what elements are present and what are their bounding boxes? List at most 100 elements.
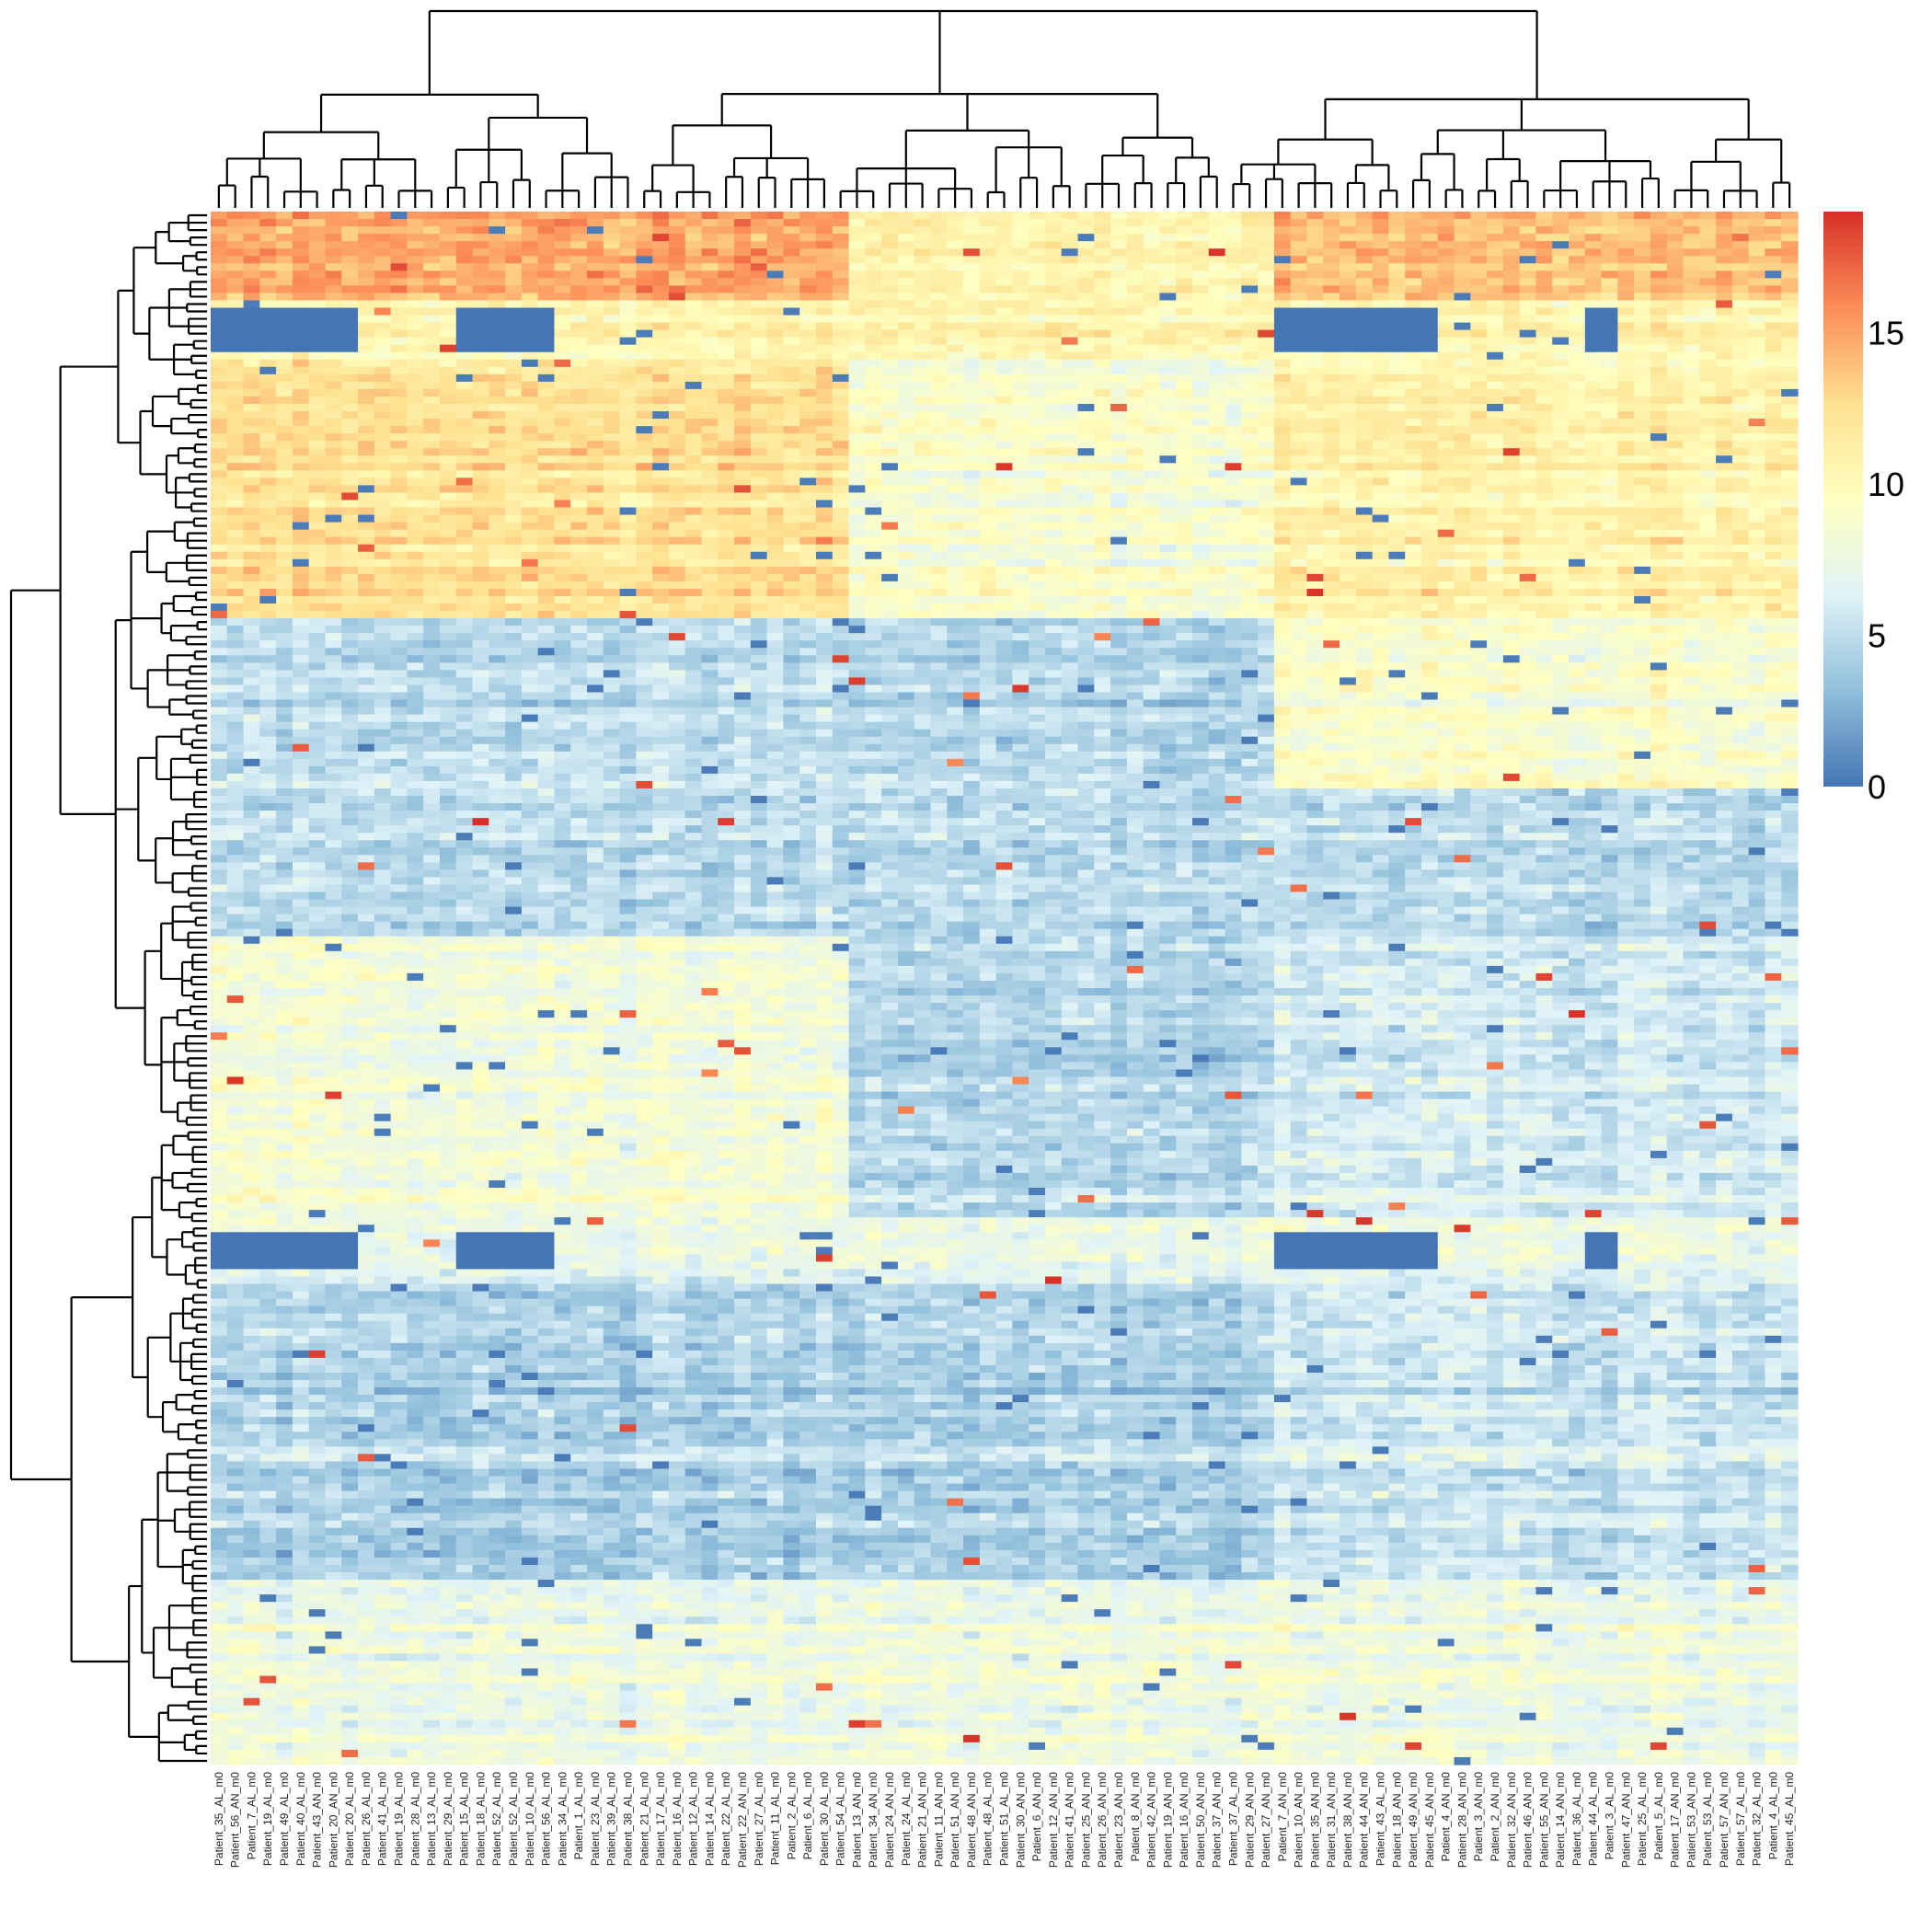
heatmap-cell [1373,530,1389,538]
heatmap-cell [1094,523,1110,531]
heatmap-cell [751,270,767,279]
heatmap-cell [309,270,326,279]
dendrogram-branch [1233,184,1249,208]
heatmap-cell [1765,463,1781,471]
dendrogram-branch [192,1169,207,1177]
heatmap-cell [1192,433,1209,442]
heatmap-cell [1062,567,1078,575]
heatmap-cell [947,500,963,508]
heatmap-cell [1176,448,1192,456]
heatmap-cell [276,419,293,427]
heatmap-cell [211,426,227,434]
heatmap-cell [1388,316,1405,324]
heatmap-cell [980,492,996,500]
heatmap-cell [489,411,505,420]
heatmap-cell [1585,448,1602,456]
heatmap-cell [374,530,391,538]
heatmap-cell [211,419,227,427]
heatmap-cell [570,263,587,271]
heatmap-cell [587,330,604,339]
heatmap-cell [1503,382,1520,390]
heatmap-cell [1470,455,1487,464]
heatmap-cell [1373,567,1389,575]
heatmap-cell [244,345,260,353]
heatmap-cell [456,352,473,361]
heatmap-cell [881,515,898,523]
heatmap-cell [1421,455,1438,464]
heatmap-cell [1225,523,1242,531]
heatmap-cell [833,219,849,227]
heatmap-cell [391,367,408,375]
heatmap-cell [309,411,326,420]
heatmap-cell [1585,463,1602,471]
heatmap-cell [799,241,816,249]
heatmap-cell [734,448,751,456]
heatmap-cell [358,308,374,316]
heatmap-cell [930,285,947,293]
heatmap-cell [963,323,980,331]
heatmap-cell [1062,448,1078,456]
heatmap-cell [1323,397,1340,405]
heatmap-cell [522,492,538,500]
heatmap-cell [276,316,293,324]
heatmap-cell [1241,389,1258,397]
heatmap-cell [1732,293,1749,301]
heatmap-cell [554,263,570,271]
heatmap-cell [1634,463,1650,471]
heatmap-cell [718,426,734,434]
heatmap-cell [1487,492,1503,500]
heatmap-cell [898,477,914,486]
heatmap-cell [963,426,980,434]
heatmap-cell [227,500,244,508]
heatmap-cell [751,411,767,420]
heatmap-cell [1241,404,1258,412]
heatmap-cell [1455,263,1471,271]
heatmap-cell [816,330,833,339]
heatmap-cell [341,234,358,242]
heatmap-cell [783,270,799,279]
heatmap-cell [1192,338,1209,346]
heatmap-cell [1503,338,1520,346]
heatmap-cell [930,219,947,227]
heatmap-cell [1225,389,1242,397]
heatmap-cell [1732,448,1749,456]
heatmap-cell [391,256,408,264]
heatmap-cell [636,241,652,249]
heatmap-cell [293,455,309,464]
heatmap-cell [799,308,816,316]
heatmap-cell [1144,477,1160,486]
heatmap-cell [1699,455,1716,464]
dendrogram-branch [195,489,207,496]
heatmap-cell [1684,330,1700,339]
heatmap-cell [1356,338,1373,346]
heatmap-cell [1455,226,1471,235]
heatmap-cell [636,382,652,390]
heatmap-cell [1176,523,1192,531]
heatmap-cell [833,530,849,538]
heatmap-cell [652,485,669,493]
heatmap-cell [1487,300,1503,308]
heatmap-cell [473,278,489,286]
heatmap-cell [1012,426,1029,434]
heatmap-cell [1781,256,1798,264]
heatmap-cell [1373,500,1389,508]
heatmap-cell [1503,552,1520,560]
heatmap-cell [652,523,669,531]
heatmap-cell [1029,545,1045,553]
heatmap-cell [505,316,522,324]
heatmap-cell [259,352,276,361]
heatmap-cell [391,241,408,249]
heatmap-cell [1732,477,1749,486]
heatmap-cell [881,219,898,227]
dendrogram-branch [181,730,197,744]
heatmap-cell [734,367,751,375]
heatmap-cell [1470,248,1487,257]
heatmap-cell [1029,508,1045,516]
heatmap-cell [996,316,1013,324]
heatmap-cell [1241,537,1258,546]
dendrogram-branch [186,637,207,644]
heatmap-cell [1323,419,1340,427]
heatmap-cell [1732,559,1749,568]
heatmap-cell [423,463,440,471]
heatmap-cell [554,293,570,301]
